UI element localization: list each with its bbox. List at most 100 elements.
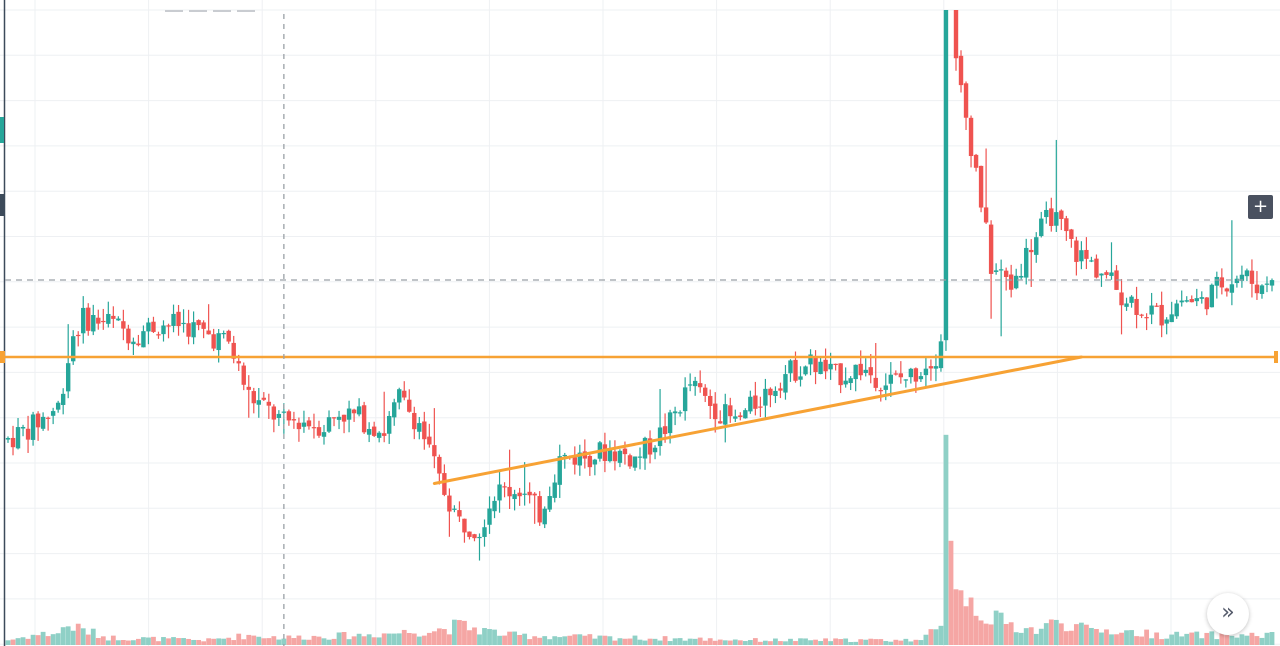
candle-body: [1249, 270, 1255, 284]
candle-body: [687, 384, 693, 386]
volume-bar: [793, 641, 798, 645]
candle-body: [101, 320, 106, 323]
volume-bar: [687, 638, 693, 645]
candle-body: [978, 165, 984, 208]
volume-bar: [657, 640, 663, 645]
volume-bar: [457, 620, 462, 645]
trend-line[interactable]: [432, 355, 1083, 485]
candle-body: [848, 378, 853, 384]
volume-bar: [597, 635, 603, 645]
volume-bar: [672, 638, 678, 645]
candle-body: [281, 411, 287, 413]
volume-bar: [110, 635, 116, 645]
candle-body: [221, 333, 226, 335]
candle-body: [141, 331, 146, 348]
volume-bar: [1234, 637, 1240, 645]
volume-bar: [452, 619, 457, 645]
candle-body: [1234, 278, 1240, 284]
price-crosshair-button[interactable]: +: [1248, 195, 1273, 219]
volume-bar: [517, 634, 523, 645]
candle-body: [652, 447, 658, 453]
candle-body: [1129, 296, 1134, 303]
candle-body: [738, 415, 743, 417]
candle-body: [1219, 277, 1225, 288]
candle-body: [1034, 237, 1039, 255]
candle-body: [331, 417, 337, 419]
candle-body: [206, 330, 211, 335]
volume-bar: [1264, 632, 1270, 645]
volume-bar: [1043, 623, 1049, 645]
candle-body: [96, 317, 101, 324]
volume-bar: [146, 637, 151, 645]
volume-bar: [346, 639, 352, 645]
volume-bar: [441, 629, 447, 645]
candle-body: [557, 456, 562, 485]
volume-bar: [547, 639, 553, 645]
candle-body: [1154, 305, 1159, 307]
volume-bar: [747, 640, 753, 645]
volume-bar: [130, 640, 136, 645]
candle-body: [121, 321, 126, 329]
volume-bar: [722, 640, 728, 645]
plus-icon: +: [1252, 196, 1269, 217]
volume-bar: [45, 636, 51, 645]
volume-bar: [742, 641, 748, 645]
volume-bar: [246, 634, 252, 645]
volume-bar: [677, 638, 683, 645]
level-handle-left[interactable]: [0, 351, 5, 363]
volume-bar: [1038, 628, 1044, 645]
volume-bar: [1094, 629, 1099, 645]
candle-body: [667, 412, 673, 434]
volume-bar: [582, 635, 588, 645]
candle-body: [1119, 292, 1124, 306]
volume-bar: [361, 636, 367, 645]
volume-bar: [196, 639, 202, 645]
candle-body: [637, 456, 643, 458]
volume-bar: [1063, 631, 1069, 645]
volume-bar: [607, 636, 613, 645]
volume-bar: [281, 638, 287, 645]
candle-body: [1074, 240, 1079, 262]
candle-body: [1204, 297, 1209, 310]
candle-body: [176, 311, 181, 327]
volume-bar: [602, 635, 608, 645]
candle-body: [968, 117, 974, 157]
level-handle-right[interactable]: [1274, 351, 1278, 363]
volume-bar: [226, 637, 232, 645]
candle-body: [998, 269, 1004, 271]
candle-body: [1179, 300, 1184, 303]
candle-body: [803, 366, 808, 375]
volume-bar: [136, 638, 141, 645]
candle-body: [778, 388, 783, 391]
volume-bar: [90, 628, 96, 645]
volume-bar: [181, 638, 186, 645]
candle-body: [397, 389, 402, 403]
volume-bar: [512, 631, 518, 645]
volume-bar: [497, 635, 502, 645]
volume-bar: [80, 628, 86, 645]
volume-bar: [1078, 622, 1084, 645]
candle-body: [477, 536, 482, 539]
volume-bar: [562, 636, 568, 645]
scroll-to-realtime-button[interactable]: »: [1207, 593, 1249, 635]
volume-bar: [727, 640, 733, 645]
candle-body: [1269, 280, 1275, 286]
volume-bar: [492, 629, 497, 645]
candle-body: [818, 361, 823, 375]
volume-bar: [1189, 632, 1195, 645]
volume-bar: [853, 641, 859, 645]
volume-bar: [231, 640, 237, 645]
volume-bar: [507, 631, 512, 645]
candle-body: [196, 320, 201, 326]
candle-body: [547, 496, 552, 510]
volume-bar: [396, 633, 402, 645]
candle-body: [552, 482, 557, 498]
volume-bar: [35, 635, 41, 645]
candle-body: [1134, 298, 1139, 315]
volume-bar: [256, 636, 262, 645]
volume-bar: [712, 640, 718, 645]
candle-body: [1049, 208, 1054, 226]
volume-bar: [276, 639, 282, 645]
volume-bar: [808, 640, 813, 645]
